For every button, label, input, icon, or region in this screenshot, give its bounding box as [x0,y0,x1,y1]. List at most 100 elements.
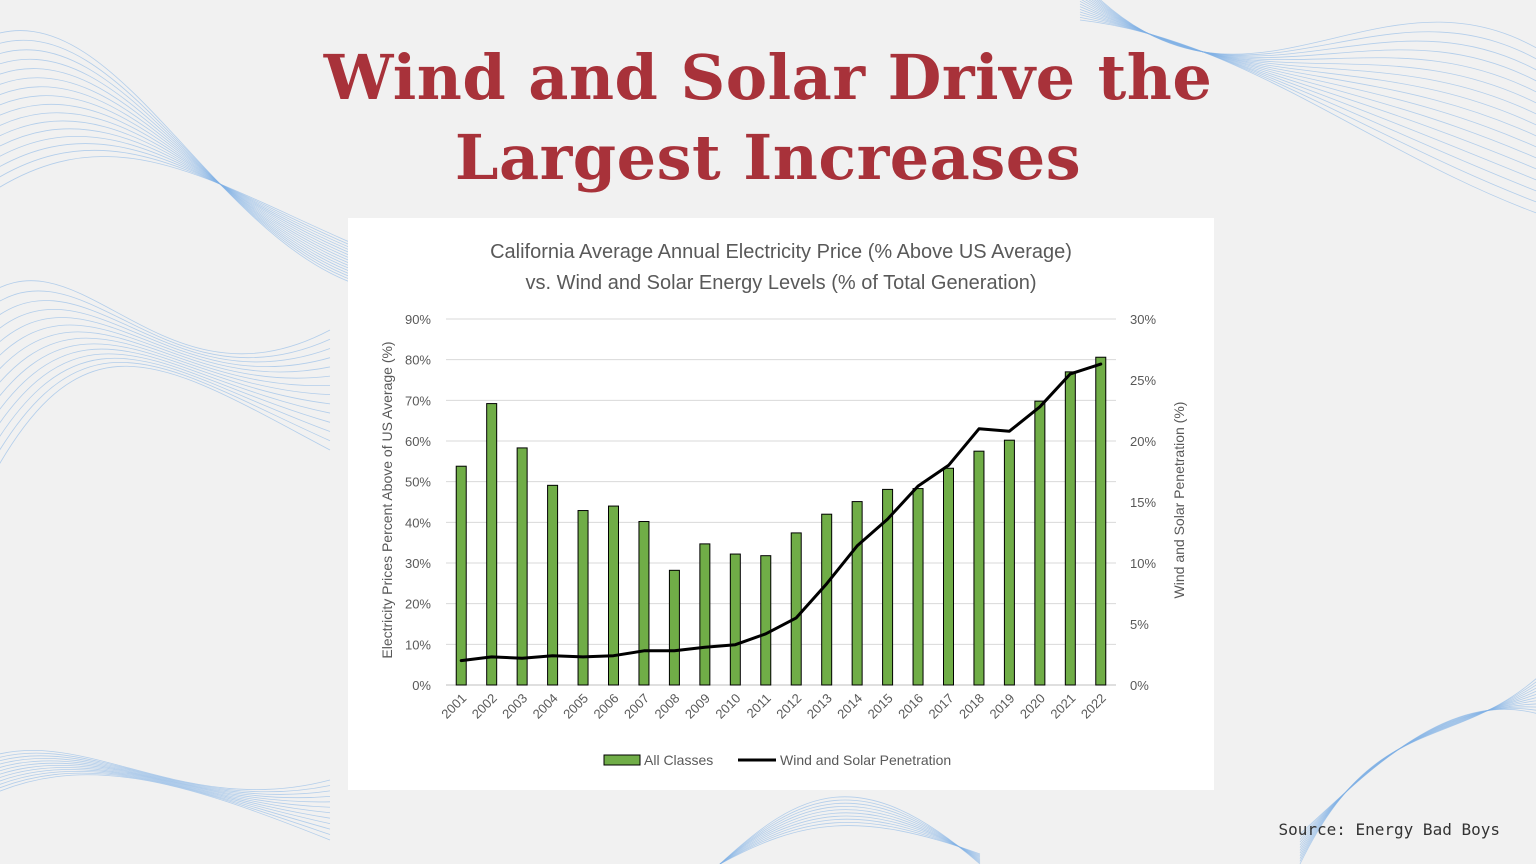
x-tick-label: 2017 [926,691,957,722]
bar-2005 [577,510,589,686]
line-point-2004 [551,654,554,657]
wave-line [0,353,331,424]
wave-line [0,757,331,798]
wave-line [0,317,331,373]
line-point-2016 [916,484,920,488]
wave-line [719,822,981,864]
wave-line [0,762,331,808]
bar-2011 [760,555,772,686]
line-point-2019 [1008,430,1011,433]
line-point-2006 [612,654,615,657]
wave-line [0,348,331,414]
y-right-tick-label: 5% [1130,617,1149,632]
x-tick-label: 2003 [499,691,530,722]
y-right-tick-label: 15% [1130,495,1156,510]
y-right-tick-label: 25% [1130,373,1156,388]
wave-line [0,772,331,835]
chart-title-line-1: California Average Annual Electricity Pr… [490,241,1072,263]
x-tick-label: 2020 [1017,691,1048,722]
wave-line [0,767,331,819]
y-right-tick-label: 20% [1130,434,1156,449]
y-right-axis-label: Wind and Solar Penetration (%) [1171,402,1187,599]
source-credit: Source: Energy Bad Boys [1278,820,1500,839]
legend-swatch-all-classes [603,754,641,766]
bar-2010 [729,553,741,686]
bar-2012 [790,532,802,686]
wave-line [0,365,331,465]
wave-line [719,806,981,864]
chart-legend: All Classes Wind and Solar Penetration [603,752,951,768]
x-tick-label: 2009 [682,691,713,722]
bar-2009 [699,543,711,686]
wave-line [0,361,331,451]
bar-2002 [486,403,498,686]
x-tick-label: 2014 [834,691,865,722]
bar-2014 [851,501,863,686]
x-tick-label: 2004 [530,691,561,722]
y-left-axis-label: Electricity Prices Percent Above of US A… [379,341,395,658]
wave-line [0,337,331,396]
wave-line [0,300,331,363]
x-tick-label: 2005 [560,691,591,722]
bar-2003 [516,447,528,686]
wave-line [0,750,331,790]
line-point-2014 [855,544,859,548]
chart-card: California Average Annual Electricity Pr… [348,218,1214,790]
x-tick-label: 2006 [591,691,622,722]
x-tick-label: 2008 [651,691,682,722]
slide-title-line-2: Largest Increases [454,121,1082,194]
bar-2021 [1064,371,1076,686]
line-point-2001 [460,659,463,662]
line-point-2008 [673,649,676,653]
wave-line [1299,709,1536,835]
x-tick-label: 2001 [438,691,469,722]
y-right-tick-label: 30% [1130,312,1156,327]
bar-2013 [821,513,833,686]
wave-line [719,802,981,864]
y-left-tick-label: 60% [405,434,431,449]
x-tick-label: 2018 [956,691,987,722]
y-left-tick-label: 80% [405,353,431,368]
y-left-tick-label: 70% [405,393,431,408]
wave-line [719,809,981,864]
wave-line [0,774,331,841]
x-tick-label: 2010 [712,691,743,722]
legend-label-all-classes: All Classes [644,752,713,768]
combo-chart: California Average Annual Electricity Pr… [379,241,1187,768]
x-tick-label: 2021 [1047,691,1078,722]
line-point-2005 [581,655,585,659]
wave-line [0,308,331,368]
bar-2017 [943,467,954,686]
line-point-2020 [1038,405,1042,409]
bar-2007 [638,521,650,686]
wave-line [719,799,981,864]
bar-2004 [547,484,559,686]
slide-title: Wind and Solar Drive the Largest Increas… [0,38,1536,198]
y-left-tick-label: 20% [405,597,431,612]
bar-2006 [608,505,619,686]
wave-line [0,358,331,438]
wave-line [0,771,331,830]
y-left-tick-label: 30% [405,556,431,571]
wave-line [0,752,331,793]
wave-line [719,796,981,864]
wave-line [0,290,331,359]
x-tick-label: 2015 [865,691,896,722]
y-left-tick-label: 40% [405,515,431,530]
line-point-2007 [642,649,646,653]
wave-line [719,825,981,864]
x-tick-label: 2022 [1078,691,1109,722]
wave-line [0,331,331,386]
y-left-tick-label: 90% [405,312,431,327]
line-wind-solar-penetration [459,362,1103,663]
line-point-2015 [886,517,889,521]
y-left-tick-label: 0% [412,678,431,693]
wave-line [0,343,331,405]
x-tick-label: 2002 [469,691,500,722]
y-left-tick-label: 10% [405,637,431,652]
x-tick-label: 2016 [895,691,926,722]
chart-title-line-2: vs. Wind and Solar Energy Levels (% of T… [526,272,1037,294]
line-point-2022 [1099,362,1102,366]
x-tick-label: 2013 [804,691,835,722]
bar-2001 [455,465,467,686]
